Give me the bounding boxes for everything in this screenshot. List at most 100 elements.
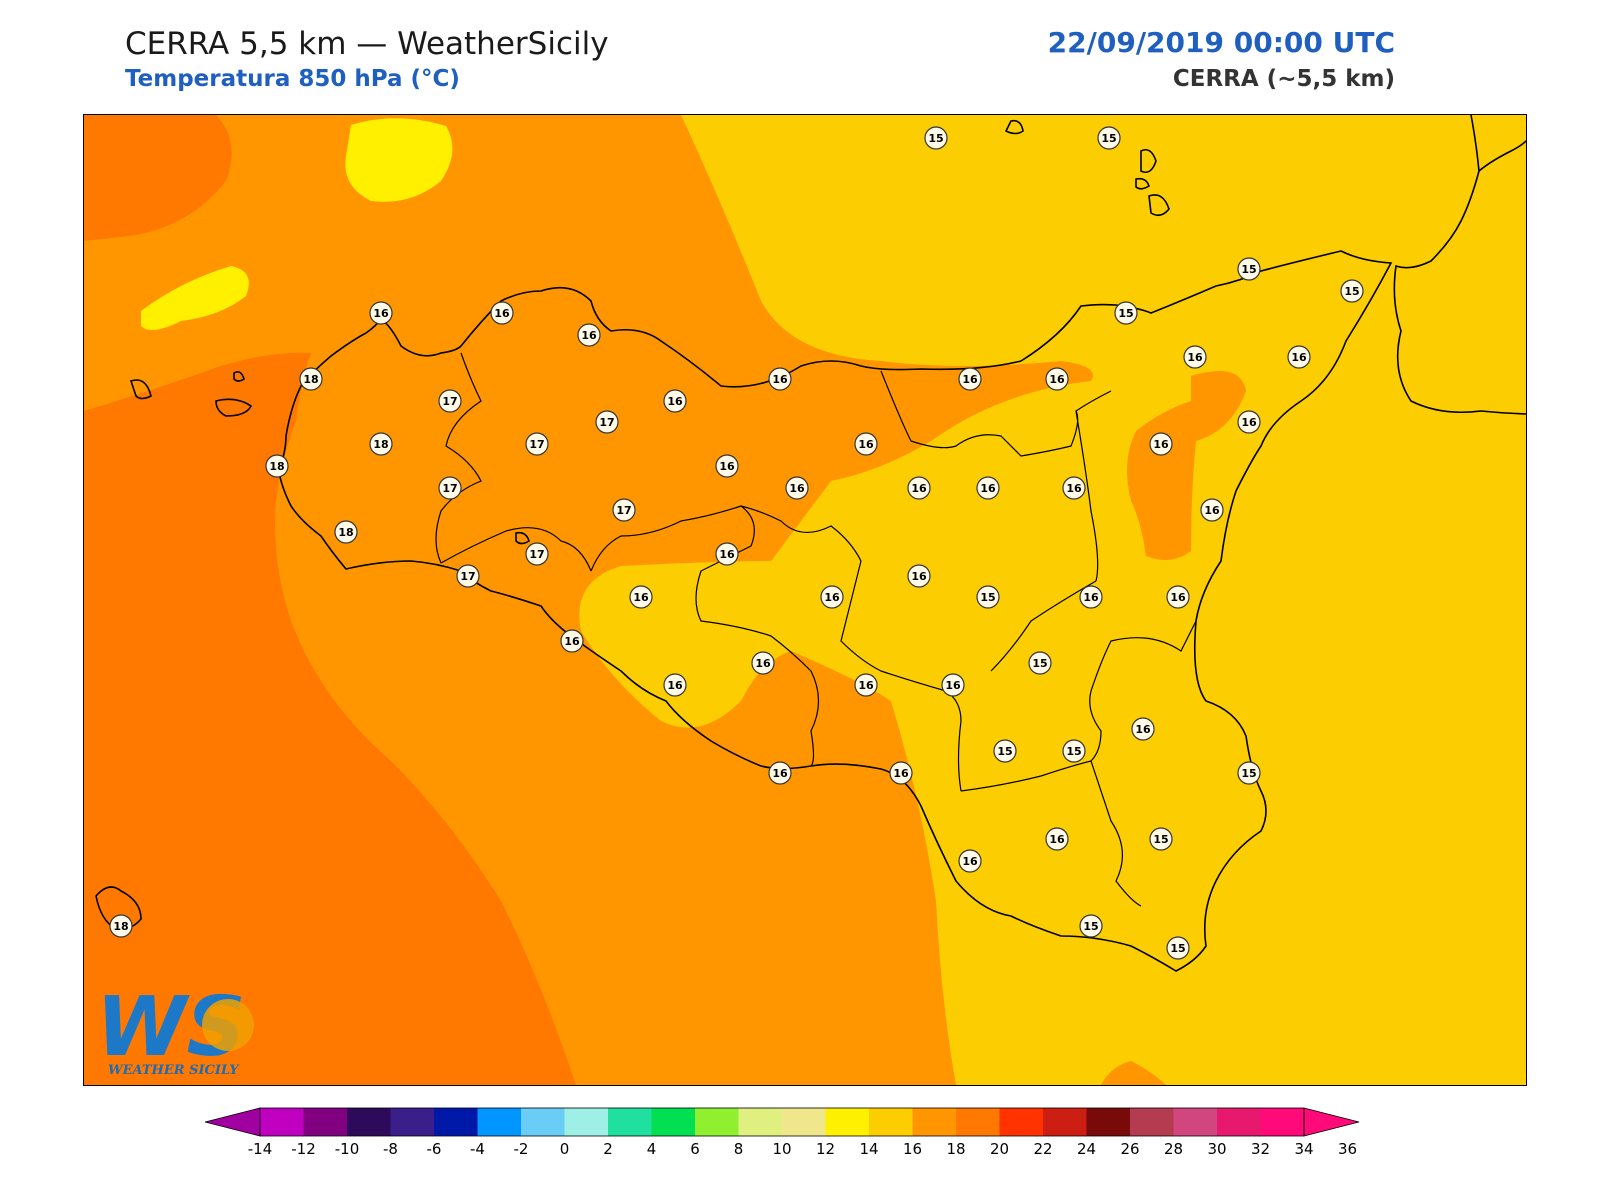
colorbar-tick-label: 10 — [772, 1140, 792, 1158]
station-value: 16 — [633, 591, 649, 604]
station-marker: 18 — [265, 454, 289, 478]
station-value: 18 — [269, 460, 284, 473]
station-value: 16 — [667, 679, 683, 692]
station-circle — [751, 651, 775, 675]
colorbar-cell — [956, 1108, 1000, 1136]
station-circle — [299, 367, 323, 391]
station-marker: 16 — [1149, 432, 1173, 456]
colorbar-tick-label: -10 — [334, 1140, 360, 1158]
station-circle — [369, 301, 393, 325]
station-marker: 16 — [1131, 717, 1155, 741]
colorbar-tick-label: 18 — [946, 1140, 966, 1158]
colorbar-tick-label: 22 — [1033, 1140, 1053, 1158]
station-circle — [629, 585, 653, 609]
station-marker: 16 — [1183, 345, 1207, 369]
station-circle — [560, 629, 584, 653]
colorbar-over-arrow — [1303, 1107, 1360, 1137]
station-circle — [663, 389, 687, 413]
station-value: 16 — [1066, 482, 1082, 495]
station-circle — [907, 476, 931, 500]
station-value: 16 — [1204, 504, 1220, 517]
valid-datetime: 22/09/2019 00:00 UTC — [1047, 26, 1395, 59]
temperature-map: 15 15 15 15 16 16 16 15 18 16 16 16 16 16 17 16 17 18 17 16… — [83, 114, 1527, 1086]
station-marker: 16 — [1200, 498, 1224, 522]
station-marker: 17 — [612, 498, 636, 522]
station-value: 16 — [1049, 833, 1065, 846]
station-value: 15 — [1153, 833, 1168, 846]
colorbar-tick-label: -6 — [426, 1140, 442, 1158]
station-circle — [1149, 432, 1173, 456]
station-value: 16 — [772, 767, 788, 780]
station-value: 16 — [1049, 373, 1065, 386]
colorbar-cells — [205, 1107, 1360, 1137]
field-16-18-south — [1101, 1061, 1166, 1085]
station-value: 16 — [719, 548, 735, 561]
colorbar-cell — [434, 1108, 478, 1136]
station-marker: 16 — [490, 301, 514, 325]
station-value: 16 — [789, 482, 805, 495]
station-circle — [1200, 498, 1224, 522]
station-marker: 18 — [334, 520, 358, 544]
map-subtitle: Temperatura 850 hPa (°C) — [125, 66, 460, 92]
colorbar-tick-label: -14 — [247, 1140, 273, 1158]
colorbar-tick-label: 4 — [646, 1140, 657, 1158]
station-value: 18 — [338, 526, 353, 539]
station-circle — [663, 673, 687, 697]
field-12-14-north — [345, 118, 453, 202]
station-marker: 16 — [663, 673, 687, 697]
station-marker: 18 — [369, 432, 393, 456]
station-value: 18 — [113, 920, 128, 933]
station-value: 16 — [1153, 438, 1169, 451]
station-marker: 16 — [1079, 585, 1103, 609]
station-marker: 18 — [299, 367, 323, 391]
station-marker: 17 — [525, 432, 549, 456]
station-circle — [1183, 345, 1207, 369]
station-circle — [976, 476, 1000, 500]
station-marker: 16 — [976, 476, 1000, 500]
station-circle — [1237, 761, 1261, 785]
station-circle — [438, 389, 462, 413]
station-marker: 16 — [715, 542, 739, 566]
station-value: 17 — [460, 570, 475, 583]
station-circle — [1028, 651, 1052, 675]
model-label: CERRA (~5,5 km) — [1172, 66, 1395, 92]
station-marker: 15 — [1166, 936, 1190, 960]
station-value: 16 — [581, 329, 597, 342]
colorbar-tick-label: 36 — [1337, 1140, 1358, 1158]
station-marker: 18 — [109, 914, 133, 938]
station-value: 16 — [858, 438, 874, 451]
station-value: 16 — [945, 679, 961, 692]
station-value: 16 — [1291, 351, 1307, 364]
colorbar-under-arrow — [205, 1107, 261, 1137]
colorbar-tick-label: -12 — [291, 1140, 316, 1158]
colorbar-cell — [912, 1108, 957, 1136]
colorbar-cell — [999, 1108, 1044, 1136]
station-circle — [993, 739, 1017, 763]
colorbar — [205, 1107, 1360, 1137]
station-marker: 16 — [958, 367, 982, 391]
map-title: CERRA 5,5 km — WeatherSicily — [125, 26, 609, 62]
colorbar-tick-label: -4 — [470, 1140, 485, 1158]
field-18-20 — [84, 352, 576, 1085]
colorbar-cell — [1086, 1108, 1131, 1136]
station-circle — [1079, 914, 1103, 938]
station-marker: 15 — [1114, 301, 1138, 325]
station-value: 16 — [772, 373, 788, 386]
station-circle — [1114, 301, 1138, 325]
station-circle — [854, 432, 878, 456]
logo-caption: WEATHER SICILY — [108, 1063, 239, 1078]
colorbar-tick-label: 26 — [1120, 1140, 1140, 1158]
station-value: 16 — [893, 767, 909, 780]
station-circle — [715, 454, 739, 478]
station-value: 17 — [529, 548, 544, 561]
station-value: 16 — [962, 855, 978, 868]
station-value: 16 — [564, 635, 580, 648]
colorbar-cell — [651, 1108, 696, 1136]
station-circle — [1045, 367, 1069, 391]
colorbar-tick-label: 30 — [1207, 1140, 1227, 1158]
colorbar-tick-label: -8 — [383, 1140, 398, 1158]
station-marker: 17 — [595, 410, 619, 434]
calabria-coast — [1393, 115, 1526, 415]
logo-graphic: WS — [96, 985, 254, 1075]
station-marker: 16 — [958, 849, 982, 873]
